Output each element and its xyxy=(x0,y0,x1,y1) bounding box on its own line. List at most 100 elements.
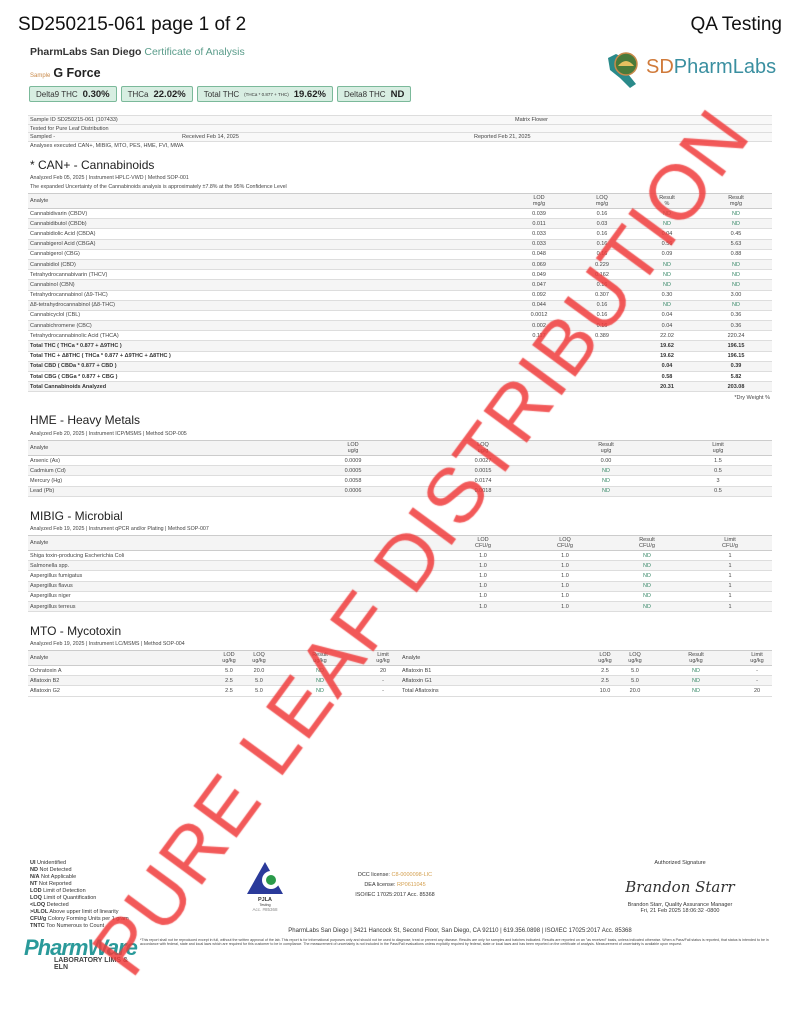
table-cell: Cannabigerol (CBG) xyxy=(28,249,508,260)
table-row: Cannabidivarin (CBDV) 0.039 0.16 ND ND xyxy=(28,208,772,220)
table-cell: 0.117 xyxy=(508,330,570,342)
table-cell: 196.15 xyxy=(700,340,772,352)
table-cell: 0.04 xyxy=(634,228,700,240)
legend-item: UI Unidentified xyxy=(30,860,67,866)
table-cell: Mercury (Hg) xyxy=(28,475,288,487)
table-cell: Aflatoxin B1 xyxy=(400,665,590,677)
table-cell: Total Aflatoxins xyxy=(400,685,590,697)
legend-item: LOD Limit of Detection xyxy=(30,888,86,894)
table-cell: ND xyxy=(634,218,700,230)
table-cell: 0.049 xyxy=(508,269,570,281)
table-cell: 0.16 xyxy=(570,320,634,332)
table-cell: ND xyxy=(700,218,772,230)
total-row: Total CBG ( CBGa * 0.877 + CBG ) 0.58 5.82 xyxy=(28,371,772,383)
legend-item: >ULOL Above upper limit of linearity xyxy=(30,909,119,915)
lab-address: PharmLabs San Diego | 3421 Hancock St, S… xyxy=(288,928,632,934)
table-row: Cannabichromene (CBC) 0.002 0.16 0.04 0.36 xyxy=(28,320,772,332)
table-cell: Shiga toxin-producing Escherichia Coli xyxy=(28,550,442,562)
pharmware-logo: PharmWare LABORATORY LIMS & ELN xyxy=(24,935,138,975)
microbial-title: MIBIG - Microbial xyxy=(30,509,123,523)
table-cell: 0.16 xyxy=(570,249,634,260)
iso-accreditation: ISO/IEC 17025:2017 Acc. 85368 xyxy=(355,892,435,898)
total-row: Total Cannabinoids Analyzed 20.31 203.08 xyxy=(28,381,772,393)
table-cell: 1 xyxy=(688,591,772,602)
table-cell: ND xyxy=(650,675,742,687)
table-cell: 0.0018 xyxy=(418,486,548,497)
table-cell: 20 xyxy=(366,665,400,677)
table-cell: ND xyxy=(700,300,772,311)
handwritten-signature: Brandon Starr xyxy=(625,878,735,896)
table-cell: 5.0 xyxy=(214,665,244,677)
signature-date: Fri, 21 Feb 2025 18:06:32 -0800 xyxy=(640,908,720,914)
table-cell: ND xyxy=(548,465,664,477)
table-cell: 0.011 xyxy=(508,218,570,230)
table-cell: Total CBG ( CBGa * 0.877 + CBG ) xyxy=(28,371,508,383)
column-header: Analyte xyxy=(28,650,214,666)
doc-type: Certificate of Analysis xyxy=(144,46,245,58)
table-cell: 2.5 xyxy=(590,675,620,687)
table-cell: 0.0058 xyxy=(288,475,418,487)
table-cell: ND xyxy=(700,269,772,281)
table-cell: 0.39 xyxy=(700,361,772,373)
legend-item: <LOQ Detected xyxy=(30,902,69,908)
table-cell: ND xyxy=(634,259,700,271)
table-cell: 0.033 xyxy=(508,228,570,240)
cannabinoids-meta: Analyzed Feb 05, 2025 | Instrument HPLC-… xyxy=(30,175,189,181)
sampled: Sampled - xyxy=(30,134,56,140)
table-cell: 0.0174 xyxy=(418,475,548,487)
table-cell: 0.0027 xyxy=(418,455,548,467)
table-cell: Cadmium (Cd) xyxy=(28,465,288,477)
column-header: Result ug/kg xyxy=(274,650,366,666)
disclaimer: *This report shall not be reproduced exc… xyxy=(140,938,769,947)
table-cell: 0.0015 xyxy=(418,465,548,477)
table-cell: 0.16 xyxy=(570,310,634,322)
table-cell: ND xyxy=(650,685,742,697)
table-cell: 20.0 xyxy=(244,665,274,677)
dry-weight-note: *Dry Weight % xyxy=(734,395,770,401)
lab-header: PharmLabs San Diego Certificate of Analy… xyxy=(30,46,245,58)
analyses-executed: Analyses executed CAN+, MIBIG, MTO, PES,… xyxy=(30,142,184,149)
dcc-license: DCC license: C8-0000098-LIC xyxy=(357,872,433,878)
table-header: Analyte LOD ug/g LOQ ug/g Result ug/g Limit … xyxy=(28,440,772,456)
table-row: Cannabicyclol (CBL) 0.0012 0.16 0.04 0.36 xyxy=(28,310,772,322)
table-cell: 0.002 xyxy=(508,320,570,332)
table-row: Δ8-tetrahydrocannabinol (Δ8-THC) 0.044 0.1… xyxy=(28,300,772,311)
table-cell: 0.09 xyxy=(634,249,700,260)
table-cell: 0.5 xyxy=(664,486,772,497)
total-row: Total CBD ( CBDa * 0.877 + CBD ) 0.04 0.39 xyxy=(28,361,772,373)
table-cell: 3 xyxy=(664,475,772,487)
table-cell: ND xyxy=(634,300,700,311)
table-cell xyxy=(570,371,634,383)
table-cell: 0.039 xyxy=(508,208,570,220)
table-cell: Cannabicyclol (CBL) xyxy=(28,310,508,322)
table-cell: Aspergillus niger xyxy=(28,591,442,602)
pjla-atom-icon xyxy=(247,862,283,894)
column-header: Analyte xyxy=(28,193,508,209)
table-cell: 1.0 xyxy=(524,560,606,572)
total-row: Total THC + Δ8THC ( THCa * 0.877 + Δ9THC… xyxy=(28,351,772,362)
table-cell: ND xyxy=(548,475,664,487)
table-cell: Total THC ( THCa * 0.877 + Δ9THC ) xyxy=(28,340,508,352)
table-cell: 1 xyxy=(688,570,772,582)
table-cell: Tetrahydrocannabinol (Δ9-THC) xyxy=(28,290,508,301)
heavy-metals-table: Analyte LOD ug/g LOQ ug/g Result ug/g Limit … xyxy=(28,440,772,497)
table-header: Analyte LOD CFU/g LOQ CFU/g Result CFU/g Lim… xyxy=(28,535,772,551)
table-row: Tetrahydrocannabinolic Acid (THCA) 0.117 0… xyxy=(28,330,772,342)
table-cell: ND xyxy=(274,665,366,677)
table-cell: 0.04 xyxy=(634,361,700,373)
table-cell: 1 xyxy=(688,560,772,572)
column-header: Limit CFU/g xyxy=(688,535,772,551)
column-header: Analyte xyxy=(28,440,288,456)
mycotoxin-title: MTO - Mycotoxin xyxy=(30,624,122,638)
table-cell: Salmonella spp. xyxy=(28,560,442,572)
table-cell: ND xyxy=(606,591,688,602)
table-cell: 0.389 xyxy=(570,330,634,342)
table-cell xyxy=(508,371,570,383)
signature-label: Authorized Signature xyxy=(654,860,706,866)
column-header: Result ug/kg xyxy=(650,650,742,666)
table-cell: - xyxy=(366,675,400,687)
sample-value: G Force xyxy=(53,66,101,80)
table-cell: 1.0 xyxy=(524,591,606,602)
table-cell: 1.5 xyxy=(664,455,772,467)
sample-label: Sample xyxy=(30,73,51,79)
